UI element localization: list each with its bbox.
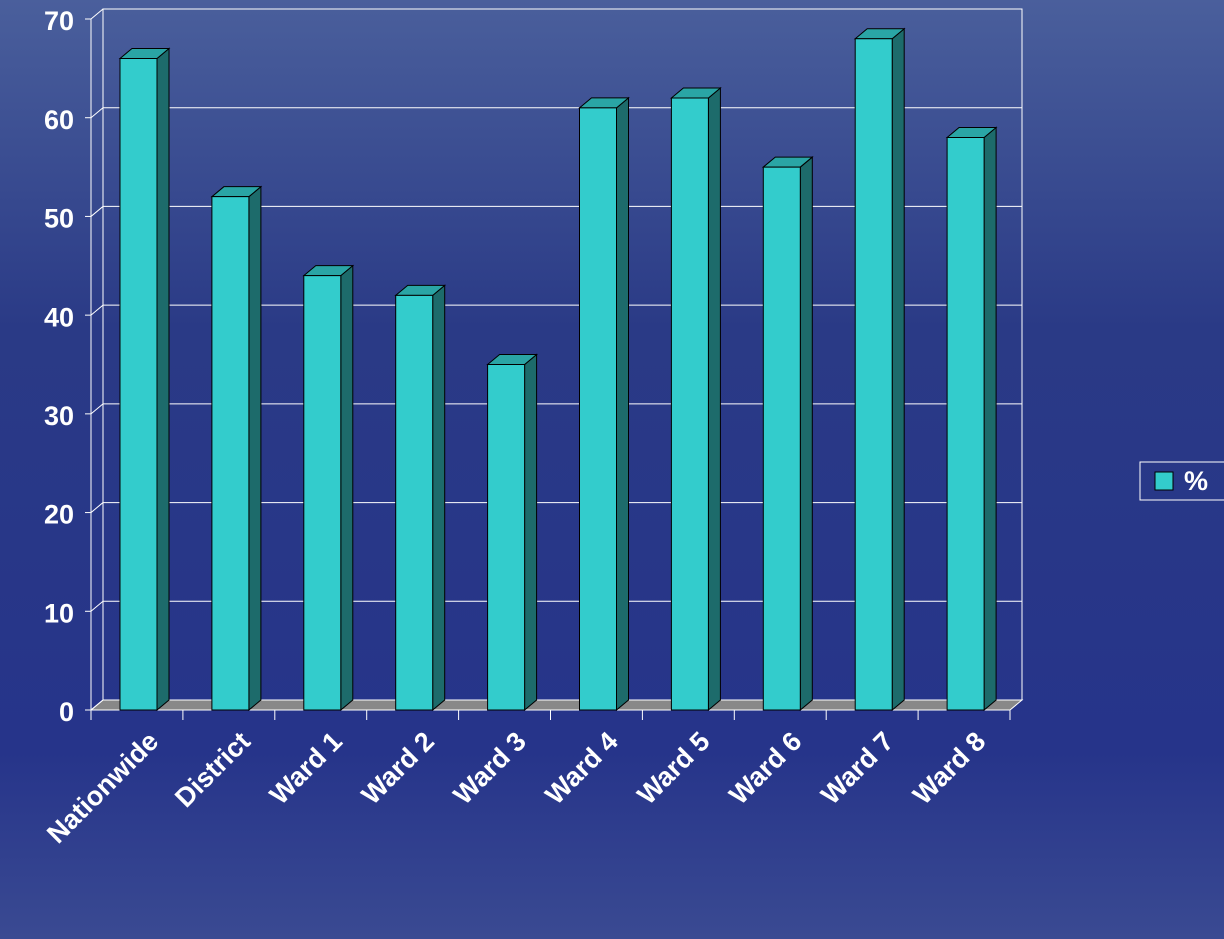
bar: [212, 187, 261, 710]
bar-front: [304, 276, 341, 710]
bar-front: [488, 365, 525, 711]
bar-side: [617, 98, 629, 710]
y-tick-label: 10: [44, 598, 74, 628]
bar: [763, 157, 812, 710]
y-tick-label: 50: [44, 204, 74, 234]
bar-front: [396, 295, 433, 710]
bar: [855, 29, 904, 710]
y-tick-label: 30: [44, 401, 74, 431]
bar-side: [708, 88, 720, 710]
bar: [947, 127, 996, 710]
y-tick-label: 20: [44, 500, 74, 530]
bar-front: [671, 98, 708, 710]
bar-side: [525, 355, 537, 711]
bar-side: [157, 48, 169, 710]
bar: [304, 266, 353, 710]
bar: [671, 88, 720, 710]
bar-front: [120, 58, 157, 710]
y-tick-label: 0: [59, 697, 74, 727]
legend-swatch: [1155, 472, 1173, 490]
y-tick-label: 70: [44, 6, 74, 36]
y-tick-label: 60: [44, 105, 74, 135]
bar: [580, 98, 629, 710]
bar-front: [855, 39, 892, 710]
bar-side: [892, 29, 904, 710]
bar-front: [763, 167, 800, 710]
bar: [488, 355, 537, 711]
bar-side: [984, 127, 996, 710]
bar-side: [800, 157, 812, 710]
bar: [120, 48, 169, 710]
bar-side: [341, 266, 353, 710]
y-tick-label: 40: [44, 302, 74, 332]
bar-front: [580, 108, 617, 710]
legend-label: %: [1184, 466, 1208, 496]
page: 010203040506070NationwideDistrictWard 1W…: [0, 0, 1224, 939]
bar-front: [212, 197, 249, 710]
bar: [396, 285, 445, 710]
bar-side: [249, 187, 261, 710]
bar-side: [433, 285, 445, 710]
bar-front: [947, 137, 984, 710]
chart: 010203040506070NationwideDistrictWard 1W…: [0, 0, 1224, 939]
